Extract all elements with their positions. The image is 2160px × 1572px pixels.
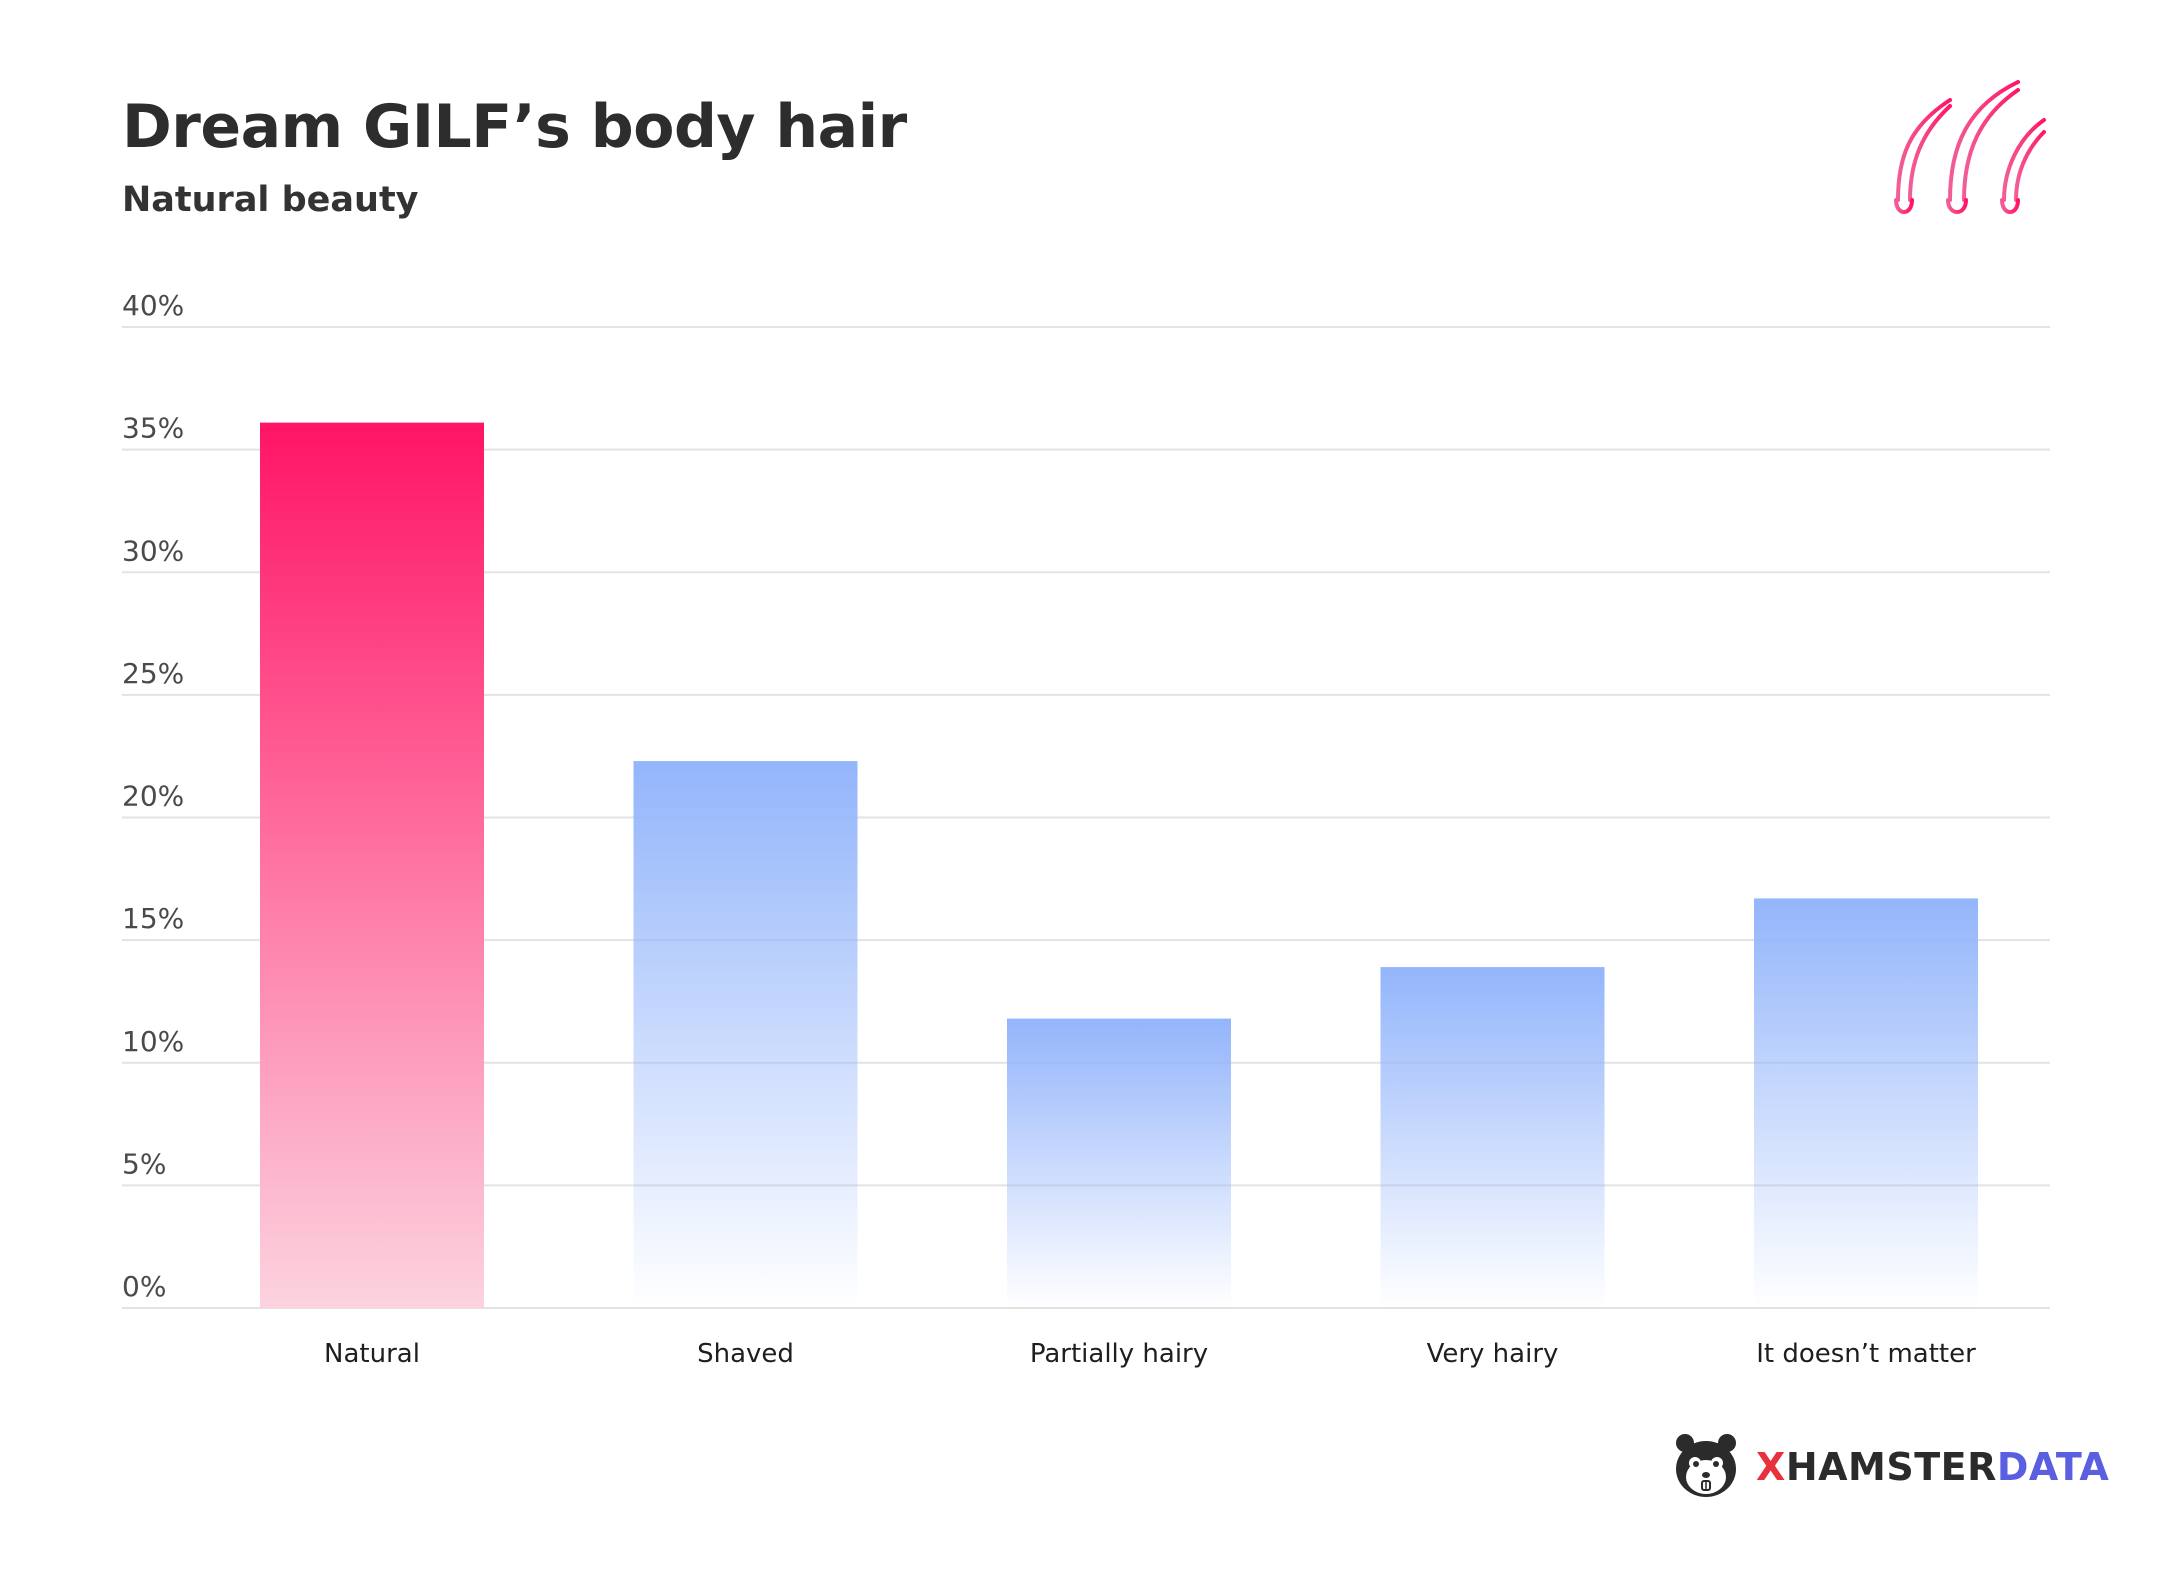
hair-follicles-icon — [1868, 80, 2050, 214]
x-tick-label-natural: Natural — [324, 1339, 420, 1369]
hamster-logo-icon — [1676, 1434, 1736, 1497]
y-tick-label: 5% — [122, 1147, 166, 1180]
bars — [260, 422, 1978, 1309]
x-tick-label-shaved: Shaved — [697, 1339, 794, 1369]
bar-chart: 0% 5% 10% 15% 20% 25% 30% 35% 40% Natural Shaved P… — [122, 289, 2050, 1369]
bar-natural — [260, 422, 484, 1309]
y-axis-tick-labels: 0% 5% 10% 15% 20% 25% 30% 35% 40% — [122, 289, 184, 1303]
y-tick-label: 0% — [122, 1270, 166, 1303]
brand-hamster-text: HAMSTER — [1785, 1445, 1997, 1489]
y-tick-label: 15% — [122, 902, 184, 935]
x-tick-label-it-doesn-t-matter: It doesn’t matter — [1756, 1339, 1976, 1369]
y-tick-label: 20% — [122, 780, 184, 813]
bar-partially-hairy — [1007, 1018, 1231, 1308]
bar-shaved — [633, 761, 858, 1308]
y-tick-label: 25% — [122, 657, 184, 690]
y-tick-label: 40% — [122, 289, 184, 322]
y-tick-label: 30% — [122, 534, 184, 567]
chart-subtitle: Natural beauty — [122, 180, 419, 220]
brand-x-text: X — [1756, 1445, 1786, 1489]
y-tick-label: 35% — [122, 412, 184, 445]
y-tick-label: 10% — [122, 1025, 184, 1058]
xhamsterdata-brand: X HAMSTER DATA — [1668, 1430, 2109, 1504]
brand-data-text: DATA — [1996, 1445, 2110, 1489]
x-tick-label-partially-hairy: Partially hairy — [1030, 1339, 1208, 1369]
x-axis-tick-labels: Natural Shaved Partially hairy Very hairy It… — [324, 1339, 1976, 1369]
bar-very-hairy — [1380, 967, 1605, 1308]
bar-it-doesn-t-matter — [1754, 898, 1978, 1308]
x-tick-label-very-hairy: Very hairy — [1427, 1339, 1559, 1369]
chart-title: Dream GILF’s body hair — [122, 92, 907, 162]
